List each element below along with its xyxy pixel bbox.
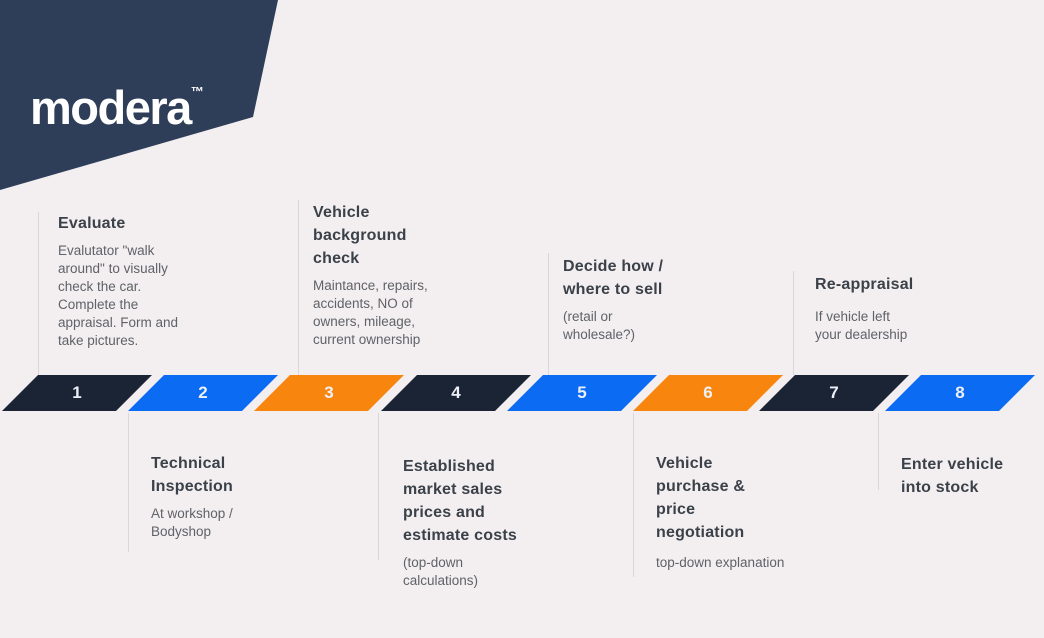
step-6-description: top-down explanation xyxy=(656,555,785,570)
step-2-text: Technical Inspection At workshop / Bodys… xyxy=(151,452,301,541)
timeline-segment-6: 6 xyxy=(633,375,783,411)
timeline-segment-4: 4 xyxy=(381,375,531,411)
step-3-title: Vehicle background check xyxy=(313,204,407,267)
step-7-text: Re-appraisal If vehicle left your dealer… xyxy=(815,273,955,344)
step-8-text: Enter vehicle into stock xyxy=(901,453,1031,506)
step-5-title: Decide how / where to sell xyxy=(563,258,664,298)
step-4-description: (top-down calculations) xyxy=(403,555,479,588)
segment-number-7: 7 xyxy=(829,383,839,402)
step-6-text: Vehicle purchase & price negotiation top… xyxy=(656,452,826,572)
connector-step-1 xyxy=(38,212,39,375)
connector-step-4 xyxy=(378,413,379,560)
connector-step-7 xyxy=(793,271,794,375)
timeline-segment-5: 5 xyxy=(507,375,657,411)
timeline-segment-3: 3 xyxy=(254,375,404,411)
step-7-description: If vehicle left your dealership xyxy=(815,309,908,342)
step-6-title: Vehicle purchase & price negotiation xyxy=(656,455,746,541)
step-8-title: Enter vehicle into stock xyxy=(901,456,1004,496)
step-4-title: Established market sales prices and esti… xyxy=(403,458,517,544)
timeline-segment-1: 1 xyxy=(2,375,152,411)
step-4-text: Established market sales prices and esti… xyxy=(403,455,563,590)
step-7-title: Re-appraisal xyxy=(815,276,914,293)
step-3-description: Maintance, repairs, accidents, NO of own… xyxy=(313,278,428,347)
connector-step-3 xyxy=(298,200,299,375)
step-2-title: Technical Inspection xyxy=(151,455,234,495)
segment-number-6: 6 xyxy=(703,383,713,402)
segment-number-2: 2 xyxy=(198,383,208,402)
timeline-segment-7: 7 xyxy=(759,375,909,411)
step-3-text: Vehicle background check Maintance, repa… xyxy=(313,201,463,349)
step-1-description: Evalutator "walk around" to visually che… xyxy=(58,243,179,348)
step-5-description: (retail or wholesale?) xyxy=(563,309,636,342)
segment-number-8: 8 xyxy=(955,383,965,402)
connector-step-8 xyxy=(878,413,879,490)
timeline-segment-2: 2 xyxy=(128,375,278,411)
segment-number-3: 3 xyxy=(324,383,334,402)
segment-number-5: 5 xyxy=(577,383,587,402)
connector-step-6 xyxy=(633,413,634,577)
step-1-text: Evaluate Evalutator "walk around" to vis… xyxy=(58,212,218,350)
trademark-symbol: ™ xyxy=(190,84,204,99)
connector-step-5 xyxy=(548,253,549,375)
segment-number-4: 4 xyxy=(451,383,461,402)
timeline-segment-8: 8 xyxy=(885,375,1035,411)
step-5-text: Decide how / where to sell (retail or wh… xyxy=(563,255,723,344)
step-2-description: At workshop / Bodyshop xyxy=(151,506,233,539)
logo-wordmark: modera™ xyxy=(30,66,204,134)
segment-number-1: 1 xyxy=(72,383,82,402)
logo-text: modera xyxy=(30,81,192,134)
connector-step-2 xyxy=(128,413,129,552)
logo-banner: modera™ xyxy=(0,0,278,190)
step-1-title: Evaluate xyxy=(58,215,126,232)
